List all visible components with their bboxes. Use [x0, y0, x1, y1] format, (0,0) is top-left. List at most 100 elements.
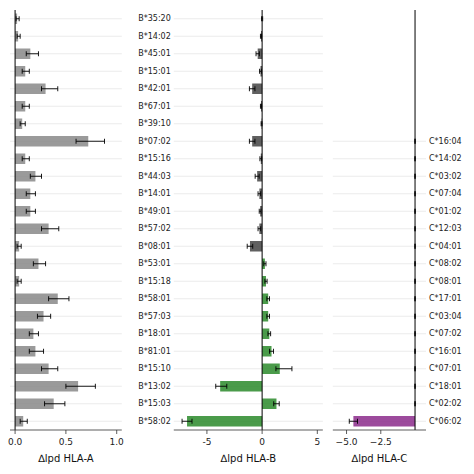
error-cap: [20, 34, 21, 39]
error-line: [349, 421, 357, 422]
x-tick-label: 0: [259, 437, 265, 447]
category-label: B*58:01: [138, 294, 171, 303]
error-bar: [182, 419, 192, 424]
error-bar: [260, 34, 261, 39]
error-cap: [48, 296, 49, 301]
error-bar: [20, 419, 27, 424]
grid-line: [10, 123, 122, 124]
error-cap: [415, 191, 416, 196]
error-bar: [22, 104, 29, 109]
category-label: C*04:01: [429, 242, 462, 251]
error-cap: [414, 366, 415, 371]
error-cap: [50, 314, 51, 319]
zero-line: [15, 10, 16, 430]
error-line: [270, 351, 274, 352]
error-bar: [29, 349, 43, 354]
error-cap: [256, 51, 257, 56]
error-line: [216, 386, 227, 387]
category-label: B*35:20: [138, 14, 171, 23]
grid-line: [174, 36, 323, 37]
panel: -505∆lpd HLA-BB*35:20B*14:02B*45:01B*15:…: [138, 10, 323, 464]
bar: [220, 381, 262, 392]
error-line: [42, 368, 58, 369]
error-cap: [41, 366, 42, 371]
category-label: C*03:04: [429, 312, 462, 321]
grid-line: [10, 53, 122, 54]
error-line: [182, 421, 192, 422]
category-label: B*13:02: [138, 382, 171, 391]
error-cap: [37, 314, 38, 319]
error-cap: [215, 384, 216, 389]
error-line: [16, 18, 19, 19]
error-cap: [41, 86, 42, 91]
error-cap: [414, 296, 415, 301]
category-label: B*39:10: [138, 119, 171, 128]
error-cap: [266, 296, 267, 301]
error-cap: [270, 331, 271, 336]
grid-line: [174, 123, 323, 124]
error-cap: [260, 226, 261, 231]
error-bar: [414, 279, 416, 284]
bar: [262, 294, 268, 305]
grid-line: [174, 141, 323, 142]
error-cap: [38, 51, 39, 56]
grid-line: [10, 211, 122, 212]
grid-line: [174, 193, 323, 194]
error-cap: [43, 349, 44, 354]
category-label: C*18:01: [429, 382, 462, 391]
error-cap: [247, 244, 248, 249]
error-bar: [414, 226, 416, 231]
category-label: B*14:01: [138, 189, 171, 198]
error-cap: [273, 349, 274, 354]
error-cap: [27, 419, 28, 424]
grid-line: [10, 106, 122, 107]
grid-line: [333, 176, 426, 177]
error-cap: [267, 331, 268, 336]
error-cap: [415, 139, 416, 144]
error-cap: [41, 174, 42, 179]
error-cap: [76, 139, 77, 144]
error-cap: [261, 69, 262, 74]
error-bar: [255, 174, 259, 179]
error-line: [276, 368, 292, 369]
panel: −5.0−2.5∆lpd HLA-CC*16:04C*14:02C*03:02C…: [333, 10, 462, 464]
x-tick-label: −2.5: [370, 437, 392, 447]
grid-line: [333, 333, 426, 334]
bar: [15, 84, 45, 95]
error-line: [29, 351, 43, 352]
error-bar: [414, 174, 416, 179]
error-cap: [415, 244, 416, 249]
error-cap: [267, 279, 268, 284]
error-cap: [414, 261, 415, 266]
grid-line: [10, 193, 122, 194]
error-cap: [261, 121, 262, 126]
error-line: [26, 53, 38, 54]
category-label: B*15:03: [138, 399, 171, 408]
category-label: B*14:02: [138, 32, 171, 41]
error-cap: [19, 16, 20, 21]
grid-line: [174, 158, 323, 159]
bar: [262, 329, 269, 340]
error-line: [37, 316, 50, 317]
error-bar: [260, 104, 261, 109]
x-tick: [346, 430, 347, 434]
error-bar: [258, 226, 261, 231]
category-label: B*18:01: [138, 329, 171, 338]
grid-line: [174, 176, 323, 177]
grid-line: [10, 246, 122, 247]
error-cap: [33, 261, 34, 266]
bar: [353, 416, 415, 427]
error-line: [247, 246, 253, 247]
error-cap: [29, 349, 30, 354]
error-cap: [415, 279, 416, 284]
error-cap: [414, 401, 415, 406]
category-label: C*07:01: [429, 364, 462, 373]
error-bar: [414, 384, 416, 389]
error-bar: [267, 314, 270, 319]
error-bar: [267, 296, 270, 301]
error-bar: [26, 51, 38, 56]
grid-line: [333, 141, 426, 142]
error-cap: [414, 279, 415, 284]
grid-line: [333, 386, 426, 387]
error-bar: [414, 244, 416, 249]
